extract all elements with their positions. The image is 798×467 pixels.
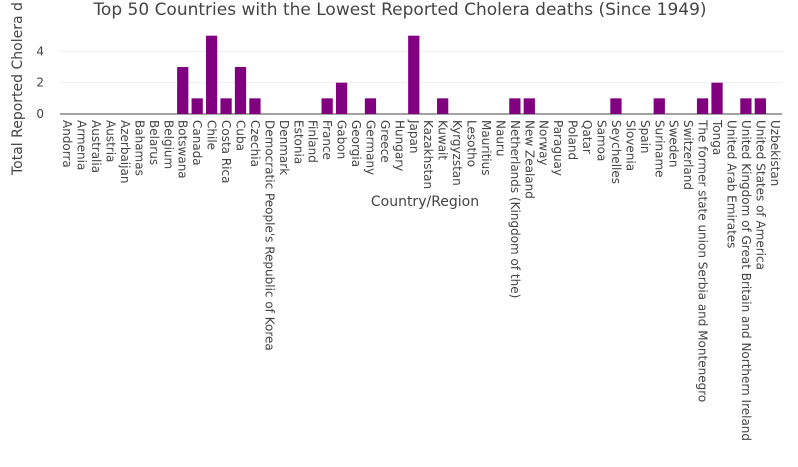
chart-title: Top 50 Countries with the Lowest Reporte…	[92, 0, 706, 20]
x-tick-label: Costa Rica	[219, 120, 233, 183]
x-tick-label: Greece	[378, 120, 392, 163]
y-tick-label: 0	[36, 107, 44, 121]
x-tick-label: Slovenia	[623, 120, 637, 171]
bar[interactable]	[321, 98, 333, 114]
bar[interactable]	[696, 98, 709, 114]
x-tick-label: Bahamas	[132, 120, 146, 176]
x-tick-label: Kazakhstan	[421, 120, 435, 189]
x-tick-label: Botswana	[176, 120, 190, 179]
x-tick-labels: Andorra Armenia Australia Austria Azerbaijan…	[60, 119, 782, 441]
bar[interactable]	[653, 98, 665, 114]
y-tick-label: 2	[36, 76, 44, 90]
x-tick-label: Mauritius	[479, 120, 493, 175]
x-tick-label: The former state union Serbia and Monten…	[696, 119, 710, 402]
x-tick-label: Switzerland	[681, 120, 695, 190]
x-tick-label: United Kingdom of Great Britain and Nort…	[739, 120, 753, 441]
bar[interactable]	[740, 98, 752, 114]
bar[interactable]	[610, 98, 622, 114]
bar[interactable]	[523, 98, 535, 114]
x-tick-label: Tonga	[710, 119, 724, 155]
bar[interactable]	[234, 67, 247, 114]
bar[interactable]	[191, 98, 203, 114]
x-tick-label: Suriname	[652, 120, 666, 178]
x-tick-label: Georgia	[349, 120, 363, 167]
x-tick-label: Uzbekistan	[768, 120, 782, 186]
y-tick-labels: 0 2 4	[36, 44, 44, 121]
gridlines	[60, 50, 782, 115]
bar[interactable]	[220, 98, 232, 114]
x-tick-label: Belgium	[161, 120, 175, 169]
x-tick-label: Samoa	[595, 120, 609, 161]
x-tick-label: Poland	[566, 120, 580, 160]
x-tick-label: Australia	[89, 120, 103, 173]
bar[interactable]	[335, 82, 348, 114]
x-tick-label: Nauru	[493, 120, 507, 156]
x-tick-label: Democratic People's Republic of Korea	[262, 120, 276, 351]
bar[interactable]	[364, 98, 377, 114]
x-tick-label: Hungary	[392, 120, 406, 171]
x-tick-label: France	[320, 120, 334, 160]
bar[interactable]	[249, 98, 261, 114]
x-tick-label: United Arab Emirates	[724, 120, 738, 248]
x-tick-label: Netherlands (Kingdom of the)	[508, 120, 522, 298]
x-tick-label: Norway	[537, 120, 551, 166]
x-tick-label: Gabon	[335, 120, 349, 159]
bar[interactable]	[711, 82, 723, 114]
bar[interactable]	[177, 67, 189, 114]
x-tick-label: Andorra	[60, 120, 74, 168]
bar[interactable]	[437, 98, 449, 114]
x-tick-label: Armenia	[75, 120, 89, 170]
x-tick-label: Qatar	[580, 120, 594, 154]
x-tick-label: Japan	[407, 119, 421, 153]
x-tick-label: United States of America	[753, 120, 767, 270]
x-axis-title: Country/Region	[371, 194, 479, 210]
x-tick-label: Finland	[306, 120, 320, 163]
x-tick-label: Azerbaijan	[118, 120, 132, 183]
x-tick-label: Denmark	[277, 120, 291, 175]
x-tick-label: Chile	[205, 120, 219, 150]
y-tick-label: 4	[36, 44, 44, 58]
x-tick-label: Lesotho	[465, 120, 479, 167]
bar[interactable]	[509, 98, 521, 114]
x-tick-label: Kuwait	[436, 120, 450, 160]
x-tick-label: Cuba	[234, 120, 248, 151]
bar[interactable]	[408, 35, 420, 114]
x-tick-label: New Zealand	[522, 120, 536, 199]
x-tick-label: Paraguay	[551, 120, 565, 176]
x-tick-label: Germany	[363, 120, 377, 175]
y-axis-title: Total Reported Cholera d	[10, 2, 26, 176]
bar[interactable]	[205, 35, 218, 114]
x-tick-label: Seychelles	[609, 120, 623, 184]
bars	[177, 35, 766, 114]
x-tick-label: Sweden	[667, 120, 681, 167]
x-tick-label: Estonia	[291, 120, 305, 164]
x-tick-label: Kyrgyzstan	[450, 120, 464, 186]
bar[interactable]	[754, 98, 766, 114]
x-tick-label: Belarus	[147, 120, 161, 165]
x-tick-label: Czechia	[248, 120, 262, 167]
x-tick-label: Austria	[104, 120, 118, 162]
x-tick-label: Canada	[190, 120, 204, 166]
x-tick-label: Spain	[638, 120, 652, 154]
